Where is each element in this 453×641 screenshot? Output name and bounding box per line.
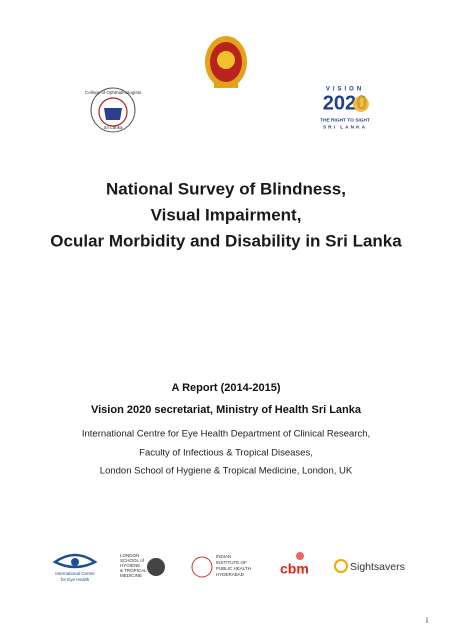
national-emblem bbox=[205, 36, 247, 88]
sightsavers-logo: Sightsavers bbox=[334, 559, 405, 573]
logo-text: cbm bbox=[280, 561, 309, 577]
logo-text: MEDICINE bbox=[120, 573, 142, 578]
affiliation: International Centre for Eye Health Depa… bbox=[82, 429, 370, 440]
logo-text: INDIAN bbox=[216, 554, 231, 559]
logo-text: Sri Lanka bbox=[103, 125, 123, 130]
title-line: Visual Impairment, bbox=[151, 205, 302, 224]
page-number: i bbox=[426, 616, 428, 625]
logo-text: THE RIGHT TO SIGHT bbox=[320, 117, 370, 123]
cbm-logo: cbm bbox=[280, 552, 309, 577]
report-period: A Report (2014-2015) bbox=[171, 382, 280, 394]
logo-text: for Eye Health bbox=[61, 577, 90, 582]
lshtm-logo: LONDON SCHOOL of HYGIENE & TROPICAL MEDI… bbox=[120, 553, 165, 578]
title-line: National Survey of Blindness, bbox=[106, 179, 346, 198]
secretariat: Vision 2020 secretariat, Ministry of Hea… bbox=[91, 404, 362, 416]
logo-text: SCHOOL of bbox=[120, 558, 145, 563]
vision2020-logo: VISION 2020 THE RIGHT TO SIGHT SRI LANKA bbox=[320, 87, 370, 131]
affiliation: London School of Hygiene & Tropical Medi… bbox=[100, 466, 353, 477]
title-line: Ocular Morbidity and Disability in Sri L… bbox=[50, 231, 402, 250]
iceh-logo: International Centre for Eye Health bbox=[52, 553, 98, 582]
college-logo: College of Ophthalmologists Sri Lanka bbox=[85, 87, 142, 133]
logo-text: Sightsavers bbox=[350, 561, 405, 573]
logo-text: LONDON bbox=[120, 553, 139, 558]
affiliation: Faculty of Infectious & Tropical Disease… bbox=[139, 448, 313, 459]
logo-text: International Centre bbox=[55, 571, 95, 576]
logo-text: HYDERABAD bbox=[216, 572, 245, 577]
iiph-logo: INDIAN INSTITUTE OF PUBLIC HEALTH HYDERA… bbox=[191, 554, 251, 578]
logo-text: & TROPICAL bbox=[120, 568, 147, 573]
logo-text: INSTITUTE OF bbox=[216, 560, 247, 565]
logo-text: PUBLIC HEALTH bbox=[216, 566, 251, 571]
logo-text: SRI LANKA bbox=[323, 124, 367, 130]
logo-text: College of Ophthalmologists bbox=[85, 90, 142, 95]
logo-text: HYGIENE bbox=[120, 563, 140, 568]
logo-text: VISION bbox=[326, 87, 364, 93]
